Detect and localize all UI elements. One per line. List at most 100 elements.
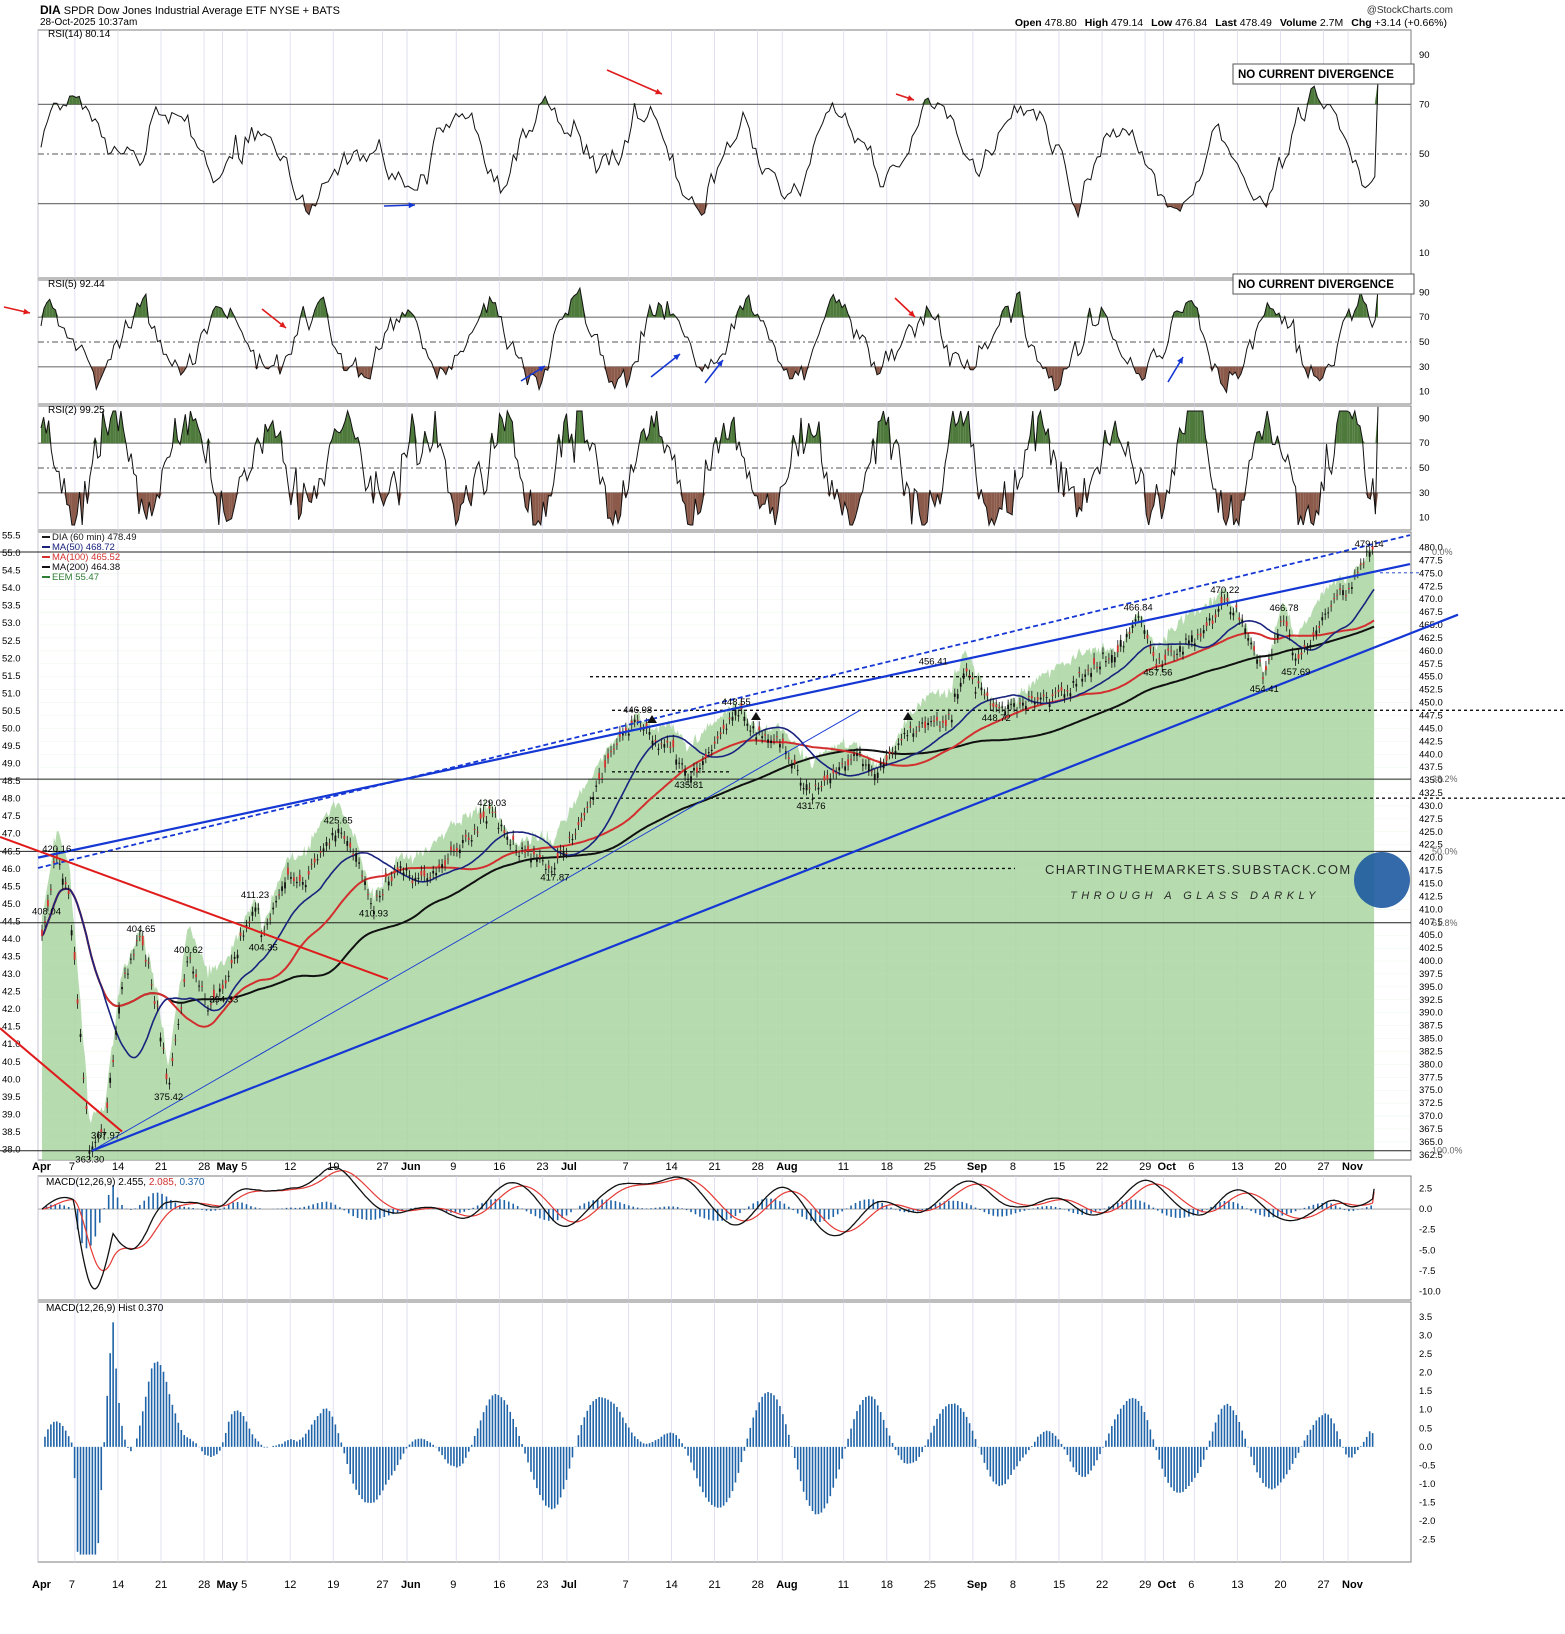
hist-bar [1365, 1436, 1368, 1447]
overbought-fill [1043, 425, 1046, 444]
oversold-fill [1233, 492, 1237, 525]
hist-bar [171, 1404, 174, 1447]
overbought-fill [1360, 291, 1364, 318]
candle-body [1291, 652, 1294, 656]
candle-body [248, 921, 251, 923]
hist-bar [1297, 1446, 1300, 1453]
candle-body [263, 930, 266, 932]
hist-bar [1208, 1440, 1211, 1447]
hist-bar [254, 1438, 257, 1447]
candle-body [171, 1057, 174, 1062]
hist-tick: 3.5 [1419, 1312, 1432, 1323]
oversold-fill [533, 492, 536, 525]
candle-body [73, 951, 76, 960]
hist-bar [115, 1368, 117, 1447]
price-tick: 470.0 [1419, 594, 1443, 605]
candle-body [76, 999, 79, 1004]
candle-body [186, 961, 189, 963]
oversold-fill [762, 492, 765, 505]
hist-bar [426, 1440, 429, 1447]
candle-body [343, 836, 346, 839]
fib-label: 100.0% [1432, 1146, 1463, 1156]
candle-body [986, 692, 989, 696]
hist-bar [503, 1400, 506, 1447]
oversold-fill [1316, 366, 1320, 381]
symbol: DIA [40, 3, 61, 17]
hist-bar [224, 1433, 227, 1447]
candle-body [112, 1059, 115, 1062]
oversold-fill [364, 366, 368, 379]
x-tick-label: 8 [1010, 1579, 1016, 1591]
overbought-fill [79, 96, 83, 105]
hist-bar [399, 1446, 402, 1460]
swing-label: 363.30 [75, 1155, 104, 1166]
hist-bar [1345, 1446, 1347, 1455]
candle-body [290, 877, 292, 879]
overbought-fill [43, 302, 47, 318]
hist-bar [530, 1446, 532, 1472]
oversold-fill [612, 492, 616, 525]
candle-body [939, 726, 941, 728]
oversold-fill [618, 492, 621, 524]
candle-body [115, 1030, 117, 1035]
hist-bar [568, 1446, 571, 1469]
eem-tick: 49.0 [2, 759, 21, 770]
candle-body [118, 1007, 120, 1014]
fib-label: 50.0% [1432, 846, 1458, 856]
candle-body [666, 740, 669, 743]
hist-bar [684, 1446, 686, 1449]
hist-bar [1247, 1446, 1249, 1448]
overbought-fill [731, 416, 734, 444]
x-tick-label: Sep [967, 1161, 987, 1173]
candle-body [624, 727, 627, 731]
quote-label: Last [1215, 17, 1237, 29]
hist-bar [1152, 1439, 1155, 1447]
candle-body [1131, 625, 1134, 628]
ma200-line [41, 625, 1375, 1007]
candle-body [1276, 634, 1279, 638]
hist-bar [414, 1439, 417, 1447]
bearish-divergence-arrow [261, 308, 287, 329]
overbought-fill [1256, 431, 1260, 444]
eem-tick: 38.0 [2, 1144, 21, 1155]
price-tick: 437.5 [1419, 762, 1443, 773]
hist-bar [1309, 1429, 1312, 1447]
eem-tick: 52.5 [2, 636, 21, 647]
overbought-fill [1304, 103, 1308, 105]
overbought-fill [350, 418, 353, 444]
candle-body [1007, 704, 1010, 710]
price-tick: 370.0 [1419, 1111, 1443, 1122]
candle-body [1270, 653, 1273, 655]
hist-bar [373, 1446, 375, 1503]
hist-bar [444, 1446, 446, 1460]
candle-body [850, 759, 852, 761]
hist-bar [654, 1440, 657, 1447]
hist-bar [325, 1408, 328, 1447]
hist-bar [983, 1446, 986, 1463]
candle-body [856, 753, 858, 757]
overbought-fill [195, 418, 199, 444]
hist-bar [1238, 1421, 1241, 1447]
hist-bar [334, 1424, 337, 1447]
hist-bar [497, 1395, 500, 1447]
rsi-tick: 10 [1419, 387, 1430, 398]
overbought-fill [740, 305, 743, 318]
candle-body [968, 674, 971, 676]
hist-bar [456, 1446, 458, 1468]
macd-legend-part: 0.370 [179, 1177, 204, 1188]
x-tick-label: 21 [709, 1161, 721, 1173]
eem-tick: 53.0 [2, 618, 21, 629]
price-tick: 475.0 [1419, 568, 1443, 579]
candle-body [103, 1133, 106, 1135]
candle-body [687, 778, 689, 780]
hist-bar [850, 1428, 852, 1447]
candle-body [310, 863, 313, 865]
overbought-fill [140, 298, 143, 318]
candle-body [150, 984, 153, 986]
candle-body [793, 759, 796, 764]
hist-bar [865, 1396, 867, 1447]
hist-bar [1371, 1433, 1374, 1447]
quote-label: Chg [1351, 17, 1372, 29]
hist-bar [174, 1413, 177, 1447]
swing-label: 420.16 [42, 844, 71, 855]
